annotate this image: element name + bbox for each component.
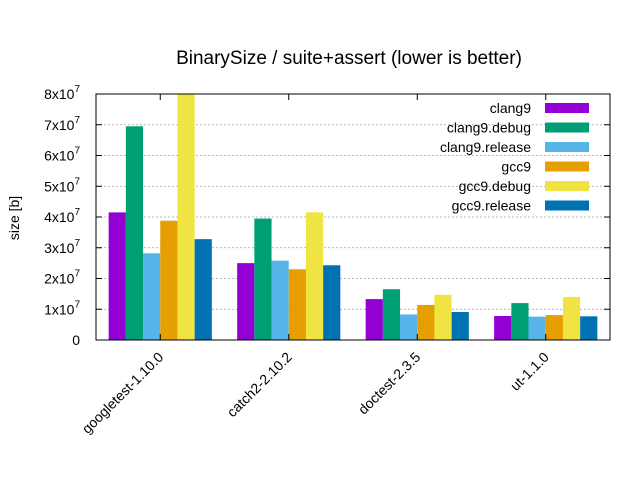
x-tick-label: ut-1.1.0 [507, 349, 552, 394]
y-tick-label: 0 [72, 332, 80, 348]
x-tick-label: googletest-1.10.0 [79, 349, 167, 437]
y-tick-label: 5x107 [44, 176, 80, 194]
bar-gcc9-0 [160, 220, 178, 340]
bar-clang9-release-2 [400, 314, 418, 340]
bar-gcc9-release-3 [580, 316, 598, 340]
legend-label: clang9.debug [447, 120, 531, 136]
bar-clang9-debug-0 [125, 126, 144, 340]
plot-frame [95, 93, 611, 341]
bar-gcc9-debug-1 [305, 212, 324, 340]
bars-group [108, 94, 598, 340]
bar-clang9-2 [365, 299, 383, 340]
legend-label: gcc9.release [452, 198, 532, 214]
bar-clang9-1 [237, 263, 255, 340]
y-tick-label: 8x107 [44, 84, 80, 102]
y-tick-label: 3x107 [44, 238, 80, 256]
bar-clang9-release-1 [271, 260, 289, 340]
bar-clang9-0 [108, 212, 126, 340]
legend-swatch [545, 122, 589, 133]
y-tick-label: 7x107 [44, 115, 80, 133]
y-tick-label: 6x107 [44, 146, 80, 164]
bar-clang9-release-0 [143, 253, 161, 340]
y-tick-label: 2x107 [44, 269, 80, 287]
bar-clang9-debug-3 [511, 303, 529, 340]
bar-gcc9-debug-2 [434, 294, 452, 340]
bar-gcc9-debug-0 [177, 94, 195, 340]
bar-clang9-debug-1 [254, 218, 272, 340]
bar-clang9-release-3 [528, 316, 546, 340]
legend-swatch [545, 103, 589, 113]
legend-label: clang9.release [440, 139, 531, 155]
y-tick-label: 4x107 [44, 207, 80, 225]
x-tick-label: catch2-2.10.2 [224, 349, 295, 420]
bar-gcc9-release-1 [323, 265, 341, 340]
legend: clang9 clang9.debug clang9.release gcc9 gcc9… [440, 100, 589, 214]
legend-swatch [545, 142, 589, 152]
bar-clang9-3 [494, 316, 512, 340]
bar-gcc9-3 [545, 315, 563, 340]
bar-gcc9-release-0 [194, 239, 212, 340]
y-tick-label: 1x107 [44, 299, 80, 317]
bar-gcc9-2 [417, 304, 435, 340]
legend-label: clang9 [490, 100, 531, 116]
bar-gcc9-release-2 [451, 312, 469, 340]
bar-gcc9-1 [288, 269, 306, 340]
legend-swatch [545, 161, 589, 172]
bar-clang9-debug-2 [382, 289, 401, 340]
legend-swatch [545, 200, 589, 211]
y-axis-label: size [b] [6, 196, 22, 240]
chart-title: BinarySize / suite+assert (lower is bett… [176, 48, 522, 69]
legend-label: gcc9.debug [459, 178, 531, 194]
bar-gcc9-debug-3 [562, 296, 581, 340]
legend-swatch [545, 181, 589, 191]
legend-label: gcc9 [501, 159, 531, 175]
x-tick-label: doctest-2.3.5 [355, 349, 424, 418]
y-ticks: 0 1x107 2x107 3x107 4x107 5x107 6x107 7x107 8x10… [44, 84, 610, 348]
